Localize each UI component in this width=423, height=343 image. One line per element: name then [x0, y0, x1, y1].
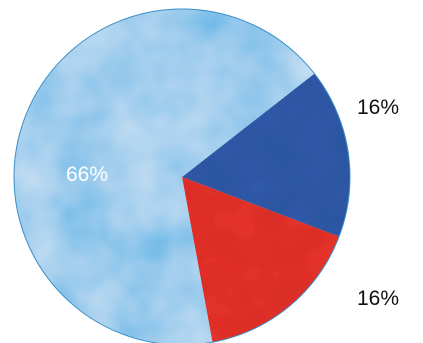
- slice-sixteen-red: [182, 177, 340, 343]
- pie-slices: [13, 8, 351, 343]
- slice-label-sixteen-blue: 16%: [357, 96, 399, 119]
- pie-labels: 66% 16% 16%: [66, 96, 399, 310]
- slice-label-sixteen-red: 16%: [357, 287, 399, 310]
- slice-sixty-six: [14, 9, 315, 343]
- slice-sixteen-blue: [182, 73, 351, 237]
- pie-outline: [13, 8, 351, 343]
- slice-label-sixty-six: 66%: [66, 163, 108, 186]
